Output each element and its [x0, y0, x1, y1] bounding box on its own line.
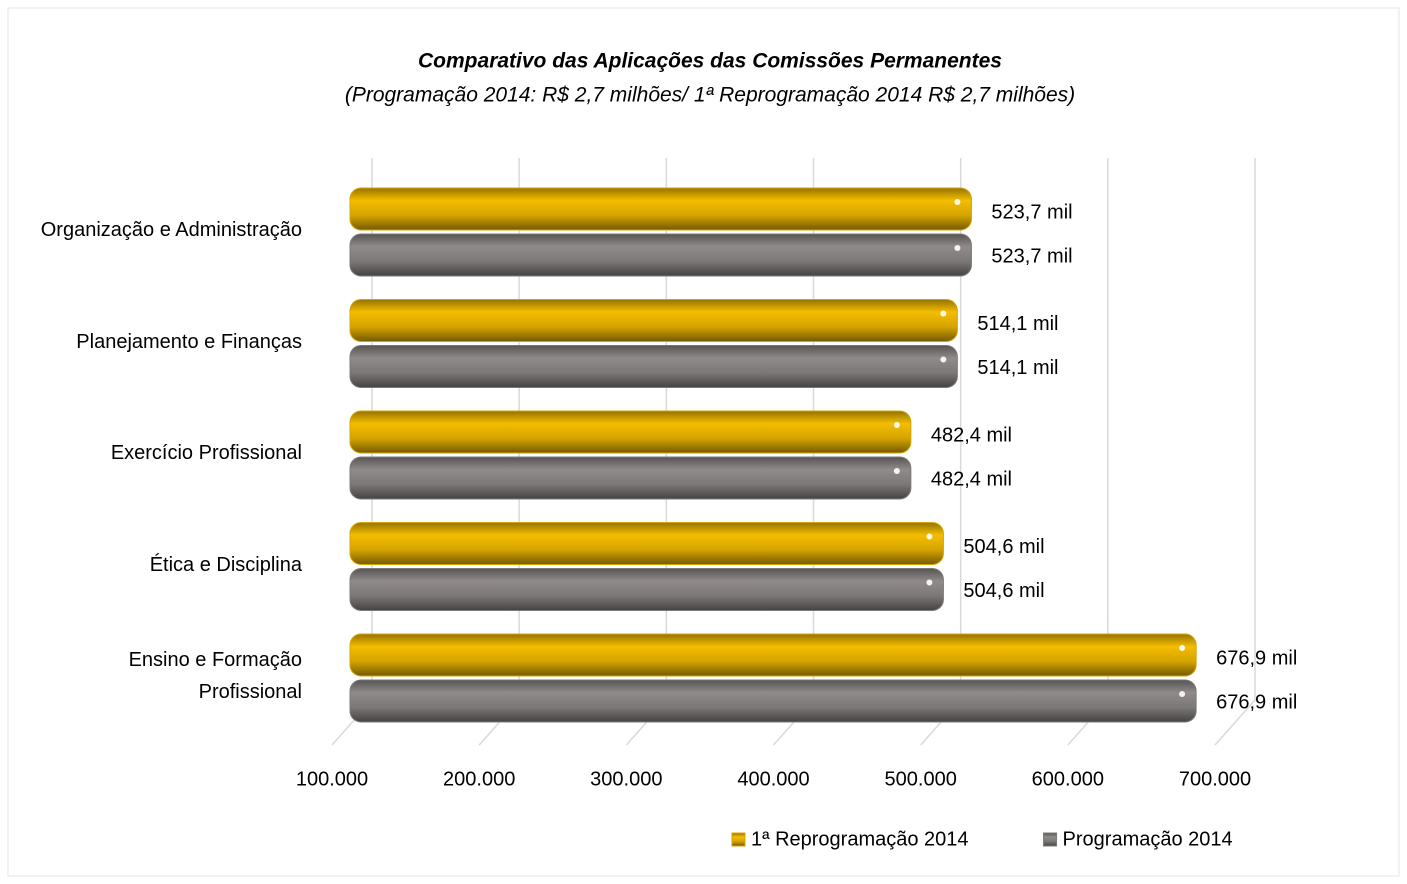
bar-highlight: [893, 422, 900, 428]
legend-label: 1ª Reprogramação 2014: [751, 828, 969, 850]
data-label: 482,4 mil: [931, 424, 1012, 446]
bar-highlight: [940, 356, 947, 363]
data-label: 523,7 mil: [991, 245, 1072, 267]
chart-subtitle: (Programação 2014: R$ 2,7 milhões/ 1ª Re…: [345, 84, 1075, 107]
bar-highlight: [893, 468, 900, 474]
category-label: Planejamento e Finanças: [76, 330, 302, 353]
bar-highlight: [954, 199, 961, 205]
bar: [349, 679, 1197, 723]
bar: [349, 410, 912, 454]
data-label: 514,1 mil: [977, 357, 1058, 379]
bar: [349, 522, 944, 565]
bar: [349, 233, 972, 277]
bar: [349, 299, 958, 342]
x-tick-label: 400.000: [737, 768, 809, 790]
bar-highlight: [1179, 691, 1186, 697]
x-tick-label: 500.000: [885, 768, 957, 790]
legend-swatch: [731, 832, 746, 847]
bar-highlight: [926, 579, 933, 586]
x-tick-label: 200.000: [443, 768, 515, 790]
bar-highlight: [940, 310, 947, 317]
bar: [349, 633, 1197, 677]
x-tick-label: 100.000: [296, 768, 368, 790]
data-label: 676,9 mil: [1216, 691, 1297, 713]
bar: [349, 568, 944, 611]
data-label: 523,7 mil: [991, 201, 1072, 223]
category-label: Ensino e Formação Profissional: [128, 649, 302, 703]
bar-highlight: [1179, 645, 1186, 651]
legend-label: Programação 2014: [1063, 828, 1233, 850]
chart-title: Comparativo das Aplicações das Comissões…: [418, 50, 1002, 73]
data-label: 504,6 mil: [963, 580, 1044, 602]
x-tick-label: 300.000: [590, 768, 662, 790]
bar: [349, 456, 912, 500]
data-label: 482,4 mil: [931, 468, 1012, 490]
category-label: Exercício Profissional: [110, 442, 302, 464]
category-label: Ética e Disciplina: [149, 553, 302, 576]
x-tick-label: 600.000: [1032, 768, 1104, 790]
x-tick-label: 700.000: [1179, 768, 1251, 790]
bar: [349, 187, 972, 231]
grid-line: [1214, 158, 1256, 746]
data-label: 514,1 mil: [977, 313, 1058, 335]
category-label: Organização e Administração: [40, 219, 302, 241]
data-label: 676,9 mil: [1216, 647, 1297, 669]
legend-swatch: [1043, 832, 1058, 847]
bar-highlight: [926, 533, 933, 540]
data-label: 504,6 mil: [963, 536, 1044, 558]
bar-highlight: [954, 245, 961, 251]
bar: [349, 345, 958, 388]
